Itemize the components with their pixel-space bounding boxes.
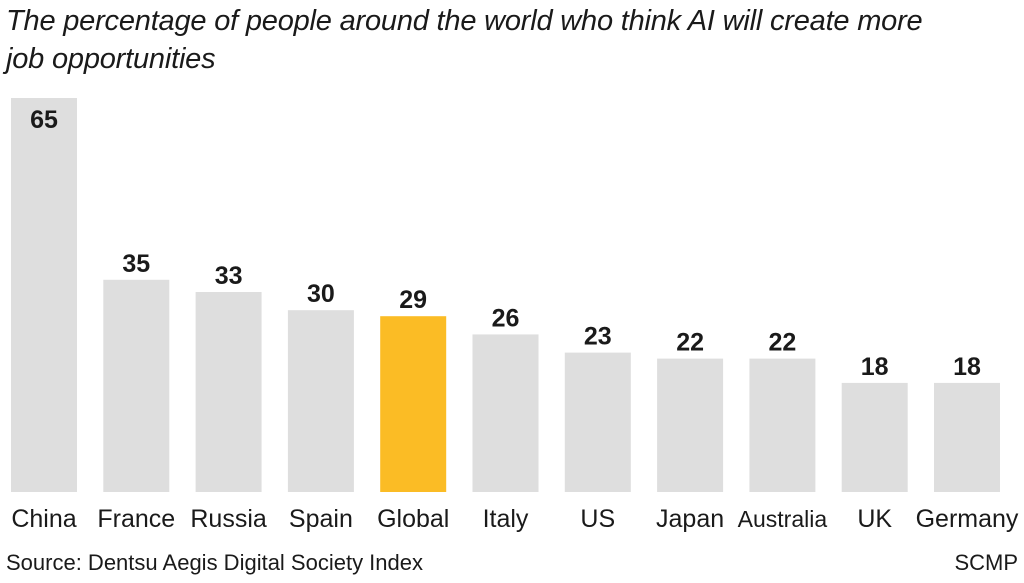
value-label-china: 65 [30, 106, 58, 134]
bar-japan [657, 358, 724, 492]
category-label-australia: Australia [738, 506, 828, 532]
category-label-global: Global [377, 505, 449, 533]
chart-title: The percentage of people around the worl… [6, 5, 923, 75]
bar-australia [749, 358, 816, 492]
value-label-global: 29 [399, 286, 427, 314]
bar-russia [195, 292, 262, 492]
category-labels-group: China France Russia Spain Global Italy US Japan… [11, 505, 1019, 533]
value-label-japan: 22 [676, 329, 704, 357]
bar-spain [287, 310, 354, 492]
value-label-germany: 18 [953, 353, 981, 381]
bar-uk [841, 382, 908, 492]
bar-global [380, 316, 447, 492]
bar-us [564, 352, 631, 492]
source-note: Source: Dentsu Aegis Digital Society Ind… [6, 550, 424, 575]
category-label-germany: Germany [916, 505, 1019, 533]
value-label-spain: 30 [307, 280, 335, 308]
value-label-australia: 22 [768, 329, 796, 357]
category-label-italy: Italy [483, 505, 529, 533]
value-labels-group: 65 35 33 30 29 26 23 22 22 18 18 [30, 106, 981, 381]
bar-italy [472, 334, 539, 492]
category-label-spain: Spain [289, 505, 353, 533]
bar-china [11, 98, 77, 492]
bar-france [103, 279, 170, 492]
chart-footer: Source: Dentsu Aegis Digital Society Ind… [6, 548, 1018, 578]
bar-germany [934, 382, 1000, 492]
value-label-us: 23 [584, 323, 612, 351]
value-label-uk: 18 [861, 353, 889, 381]
value-label-italy: 26 [492, 304, 520, 332]
category-label-us: US [580, 505, 615, 533]
bars-group [11, 98, 1000, 492]
category-label-france: France [97, 505, 175, 533]
category-label-china: China [11, 505, 76, 533]
category-label-japan: Japan [656, 505, 724, 533]
value-label-russia: 33 [215, 262, 243, 290]
category-label-russia: Russia [190, 505, 267, 533]
publisher-credit: SCMP [954, 550, 1018, 575]
value-label-france: 35 [122, 250, 150, 278]
category-label-uk: UK [857, 505, 892, 533]
